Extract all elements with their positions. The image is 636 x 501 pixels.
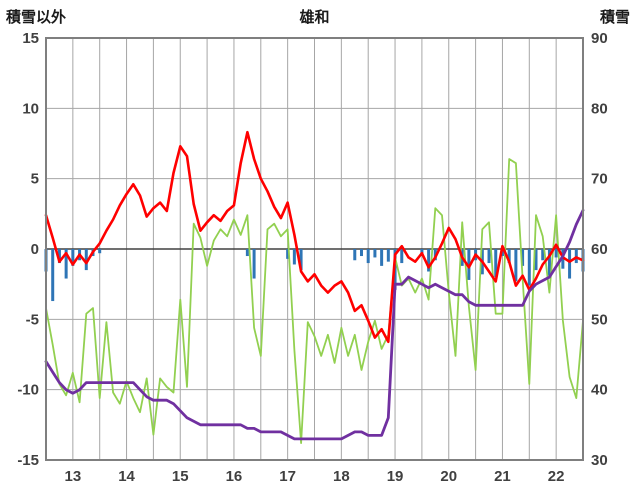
svg-text:-10: -10 <box>17 382 39 399</box>
svg-text:15: 15 <box>172 468 189 485</box>
plot-frame <box>45 37 584 461</box>
svg-text:14: 14 <box>118 468 135 485</box>
svg-text:80: 80 <box>591 100 608 117</box>
svg-text:70: 70 <box>591 171 608 188</box>
svg-text:90: 90 <box>591 30 608 47</box>
svg-text:30: 30 <box>591 452 608 469</box>
svg-text:18: 18 <box>333 468 350 485</box>
svg-text:21: 21 <box>494 468 511 485</box>
svg-text:40: 40 <box>591 382 608 399</box>
right-axis-tick-labels: 30 40 50 60 70 80 90 <box>591 30 608 469</box>
svg-text:5: 5 <box>31 171 39 188</box>
left-axis-title: 積雪以外 <box>6 9 67 26</box>
svg-text:60: 60 <box>591 241 608 258</box>
svg-text:20: 20 <box>440 468 457 485</box>
series-purple-line <box>44 208 585 441</box>
series-red-line <box>44 130 585 344</box>
svg-text:0: 0 <box>31 241 39 258</box>
svg-text:15: 15 <box>22 30 39 47</box>
svg-text:16: 16 <box>226 468 243 485</box>
series-green-line <box>45 158 584 444</box>
svg-text:10: 10 <box>22 100 39 117</box>
svg-text:22: 22 <box>548 468 565 485</box>
svg-text:19: 19 <box>387 468 404 485</box>
svg-text:50: 50 <box>591 311 608 328</box>
right-axis-title: 積雪 <box>599 9 630 26</box>
x-axis-tick-labels: 13 14 15 16 17 18 19 20 21 22 <box>65 468 565 485</box>
svg-text:-5: -5 <box>26 311 39 328</box>
svg-text:-15: -15 <box>17 452 39 469</box>
svg-text:17: 17 <box>279 468 296 485</box>
left-axis-tick-labels: -15 -10 -5 0 5 10 15 <box>17 30 39 469</box>
chart-title: 雄和 <box>299 9 330 26</box>
svg-text:13: 13 <box>65 468 82 485</box>
